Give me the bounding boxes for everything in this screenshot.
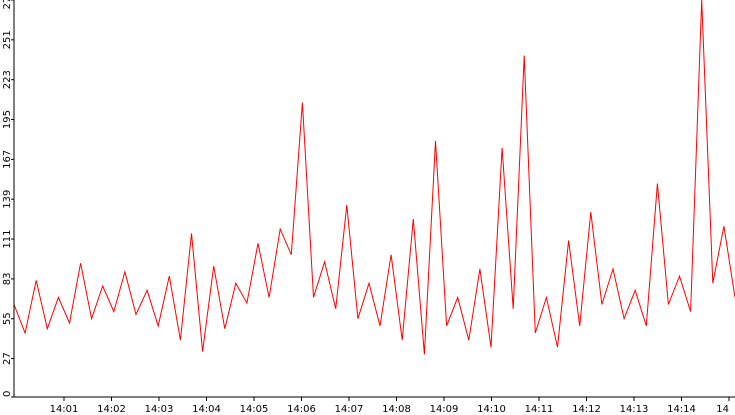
y-tick-label: 279 <box>2 0 13 10</box>
x-axis-ticks: 14:01 14:02 14:03 14:04 14:05 14:06 14:07 14:08… <box>50 397 730 415</box>
x-tick-label: 14 <box>716 404 729 415</box>
x-tick-label: 14:06 <box>287 404 316 415</box>
y-tick-label: 111 <box>2 230 13 249</box>
x-tick-label: 14:12 <box>572 404 601 415</box>
x-tick-label: 14:02 <box>97 404 126 415</box>
y-tick-label: 0 <box>2 391 13 397</box>
y-axis-ticks: 0 27 55 83 111 139 167 195 223 251 279 <box>2 0 14 398</box>
x-tick-label: 14:13 <box>620 404 649 415</box>
y-tick-label: 139 <box>2 190 13 209</box>
x-tick-label: 14:05 <box>240 404 269 415</box>
x-tick-label: 14:09 <box>430 404 459 415</box>
x-tick-label: 14:07 <box>335 404 364 415</box>
x-tick-label: 14:14 <box>667 404 696 415</box>
series-line <box>13 0 735 355</box>
y-tick-label: 251 <box>2 30 13 49</box>
x-tick-label: 14:03 <box>145 404 174 415</box>
x-tick-label: 14:04 <box>192 404 221 415</box>
x-tick-label: 14:01 <box>50 404 79 415</box>
x-tick-label: 14:11 <box>525 404 554 415</box>
y-tick-label: 167 <box>2 150 13 169</box>
y-tick-label: 223 <box>2 70 13 89</box>
y-tick-label: 55 <box>2 312 13 325</box>
x-tick-label: 14:10 <box>477 404 506 415</box>
y-tick-label: 195 <box>2 110 13 129</box>
y-tick-label: 27 <box>2 352 13 365</box>
y-tick-label: 83 <box>2 273 13 286</box>
x-tick-label: 14:08 <box>382 404 411 415</box>
